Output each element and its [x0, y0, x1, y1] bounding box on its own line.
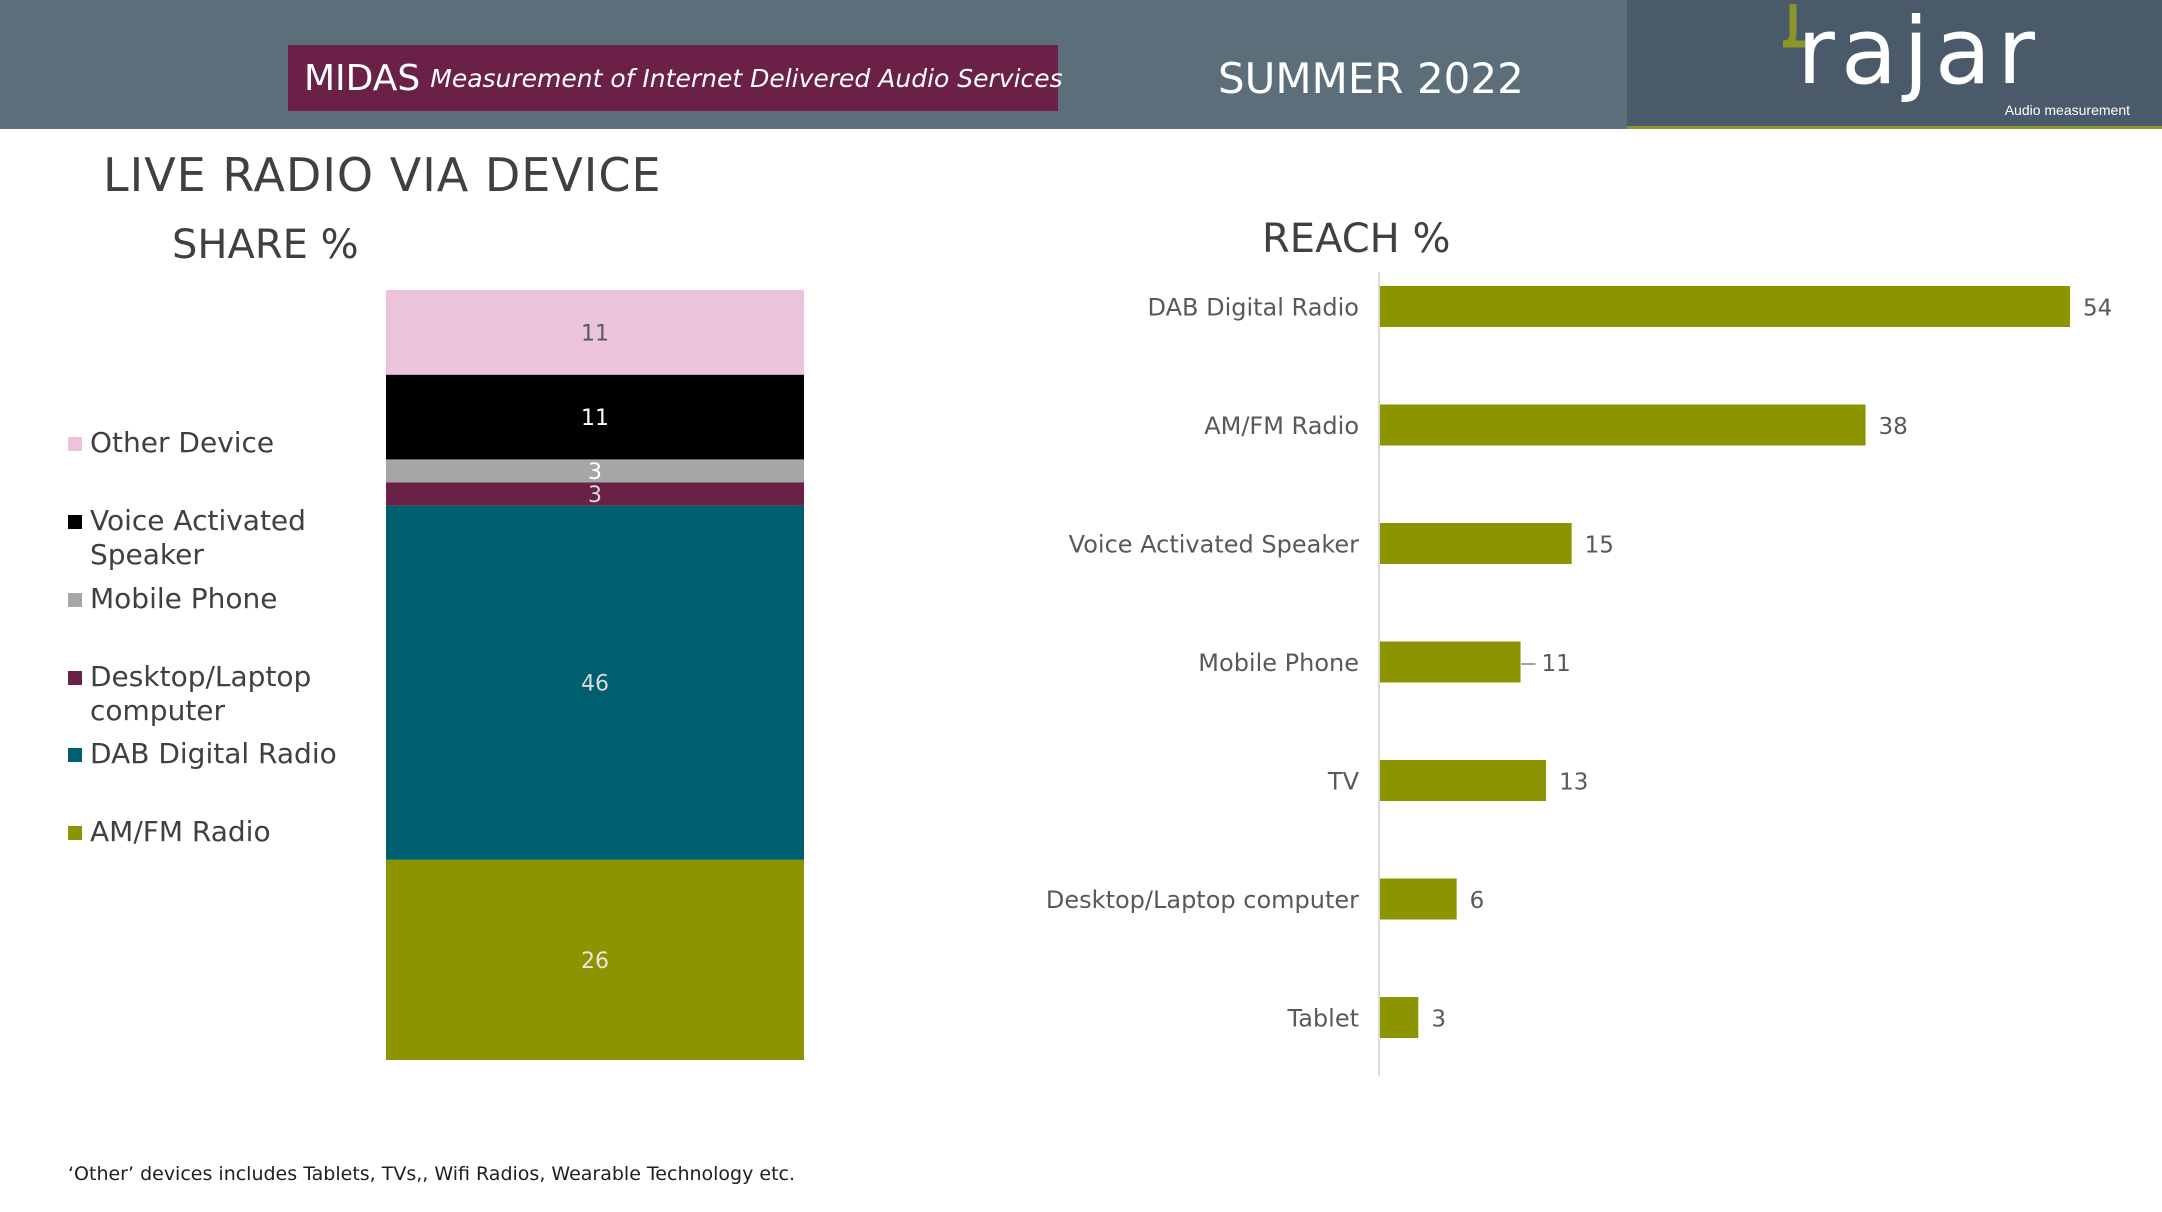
share-bar-label: 46: [581, 672, 609, 697]
legend-swatch: [68, 515, 82, 529]
share-bar-label: 26: [581, 949, 609, 974]
reach-category-label: AM/FM Radio: [1204, 412, 1359, 440]
legend-swatch: [68, 593, 82, 607]
legend-item-dab: DAB Digital Radio: [68, 737, 337, 771]
footnote: ‘Other’ devices includes Tablets, TVs,, …: [68, 1163, 796, 1185]
rajar-logo: rajar Audio measurement: [1627, 0, 2162, 129]
legend-item-amfm: AM/FM Radio: [68, 815, 271, 849]
legend-label-line2: computer: [90, 694, 226, 727]
reach-category-label: Desktop/Laptop computer: [1046, 886, 1359, 914]
period-label: SUMMER 2022: [1218, 54, 1524, 103]
midas-subtitle: Measurement of Internet Delivered Audio …: [430, 63, 1063, 93]
logo-tagline: Audio measurement: [2004, 102, 2130, 118]
share-bar-segment: [386, 374, 804, 460]
reach-category-label: DAB Digital Radio: [1148, 294, 1359, 322]
legend-label: AM/FM Radio: [90, 815, 271, 848]
legend-swatch: [68, 671, 82, 685]
reach-value-label: 6: [1470, 888, 1485, 914]
reach-category-label: Tablet: [1287, 1005, 1359, 1033]
share-bar-segment: [386, 505, 804, 860]
legend-item-other-device: Other Device: [68, 426, 274, 460]
legend-item-desktop-laptop: Desktop/Laptop computer: [68, 660, 311, 728]
reach-bar: [1380, 523, 1572, 564]
reach-value-label: 15: [1585, 533, 1614, 559]
reach-value-label: 11: [1542, 651, 1571, 677]
reach-bar: [1380, 404, 1866, 446]
reach-bar: [1380, 286, 2070, 327]
reach-category-label: Voice Activated Speaker: [1069, 531, 1359, 559]
legend-item-voice-speaker: Voice Activated Speaker: [68, 504, 306, 572]
reach-bar: [1380, 760, 1547, 801]
legend-swatch: [68, 826, 82, 840]
share-bar-segment: [386, 290, 804, 375]
share-bar-label: 3: [588, 483, 602, 508]
legend-label: Voice Activated: [90, 504, 306, 537]
share-bar-label: 11: [581, 406, 609, 431]
legend-label: Other Device: [90, 426, 275, 459]
logo-accent-icon: [1782, 4, 1812, 48]
legend-swatch: [68, 748, 82, 762]
legend-swatch: [68, 437, 82, 451]
reach-category-label: Mobile Phone: [1198, 649, 1359, 677]
share-bar-label: 3: [588, 460, 602, 485]
legend-label-line2: Speaker: [90, 538, 204, 571]
legend-label: Desktop/Laptop: [90, 660, 312, 693]
reach-bar: [1380, 641, 1521, 683]
reach-value-label: 38: [1879, 414, 1908, 440]
logo-wordmark: rajar: [1797, 0, 2041, 105]
reach-value-label: 13: [1559, 770, 1588, 796]
reach-category-label: TV: [1327, 768, 1360, 796]
share-bar-segment: [386, 859, 804, 1060]
legend-label: Mobile Phone: [90, 582, 278, 615]
share-bar-label: 11: [581, 321, 609, 346]
reach-value-label: 3: [1431, 1007, 1446, 1033]
midas-title: MIDAS: [304, 57, 421, 99]
reach-value-label: 54: [2083, 296, 2112, 322]
reach-bar: [1380, 878, 1457, 920]
page-title: LIVE RADIO VIA DEVICE: [103, 148, 662, 202]
midas-banner: MIDAS Measurement of Internet Delivered …: [288, 45, 1063, 111]
legend-item-mobile-phone: Mobile Phone: [68, 582, 277, 616]
share-bar-segment: [386, 482, 804, 506]
legend-label: DAB Digital Radio: [90, 737, 337, 770]
reach-bar: [1380, 997, 1419, 1038]
share-bar-segment: [386, 459, 804, 483]
share-chart-title: SHARE %: [172, 222, 359, 268]
reach-chart-title: REACH %: [1262, 216, 1451, 262]
